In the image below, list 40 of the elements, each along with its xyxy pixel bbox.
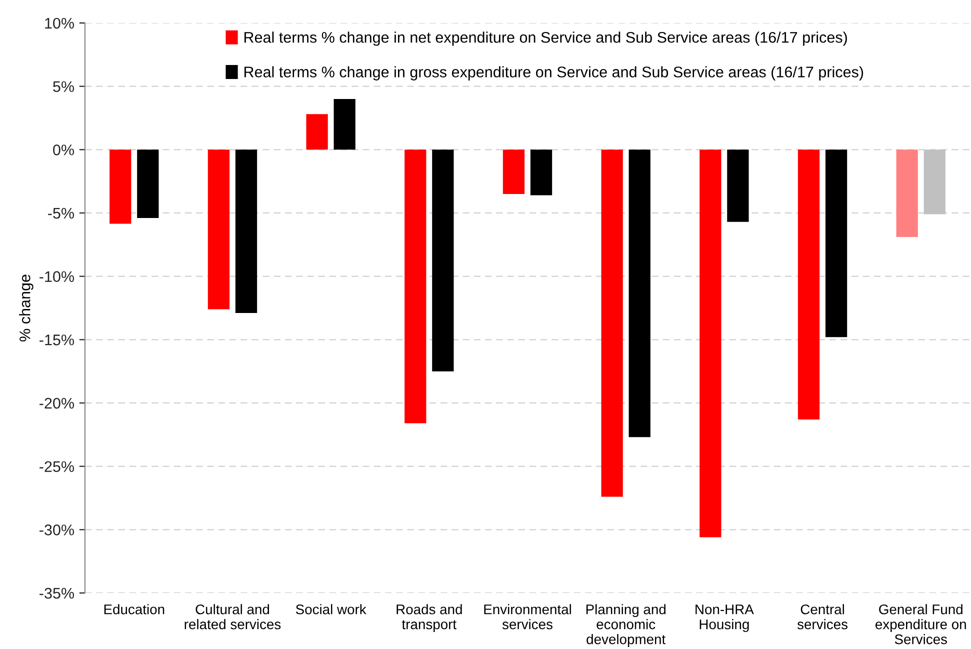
bar <box>208 150 230 310</box>
bar <box>601 150 623 497</box>
bar <box>727 150 749 222</box>
bar <box>235 150 258 314</box>
bar <box>825 150 848 338</box>
bar <box>502 150 525 194</box>
bar <box>896 150 918 238</box>
y-tick-label: -15% <box>40 334 74 346</box>
y-tick-label: -5% <box>48 208 74 219</box>
x-tick-label: Social work <box>296 604 366 614</box>
x-tick-label: Planning and economic development <box>586 604 666 647</box>
legend-label: Real terms % change in gross expenditure on Service and Sub Service areas (16/17 prices) <box>244 66 864 80</box>
bar <box>798 150 820 420</box>
bar <box>404 150 426 424</box>
bar <box>137 150 159 218</box>
x-tick-label: General Fund expenditure on Services <box>876 604 966 644</box>
y-tick-label: -20% <box>40 398 74 409</box>
y-tick-label: 5% <box>53 81 74 92</box>
y-tick-label: -35% <box>40 588 74 599</box>
x-tick-label: Environmental services <box>484 604 571 630</box>
x-tick-label: Non-HRA Housing <box>696 604 754 632</box>
x-tick-label: Cultural and related services <box>184 604 281 630</box>
bar <box>110 150 132 224</box>
y-tick-label: -10% <box>40 271 74 282</box>
bar <box>700 150 722 538</box>
y-tick-label: -30% <box>40 524 74 536</box>
y-axis-title: % change <box>19 274 34 342</box>
bar <box>306 114 328 150</box>
x-tick-label: Roads and transport <box>396 604 462 632</box>
bar <box>432 150 454 372</box>
y-tick-label: 0% <box>53 144 74 156</box>
bar <box>924 150 946 214</box>
x-tick-label: Central services <box>797 604 848 630</box>
y-tick-label: -25% <box>40 461 74 472</box>
bar <box>334 98 356 150</box>
bar <box>530 150 552 196</box>
legend-label: Real terms % change in net expenditure on Service and Sub Service areas (16/17 prices) <box>244 32 847 46</box>
bar <box>628 150 650 438</box>
x-tick-label: Education <box>104 604 164 614</box>
y-tick-label: 10% <box>45 18 74 29</box>
